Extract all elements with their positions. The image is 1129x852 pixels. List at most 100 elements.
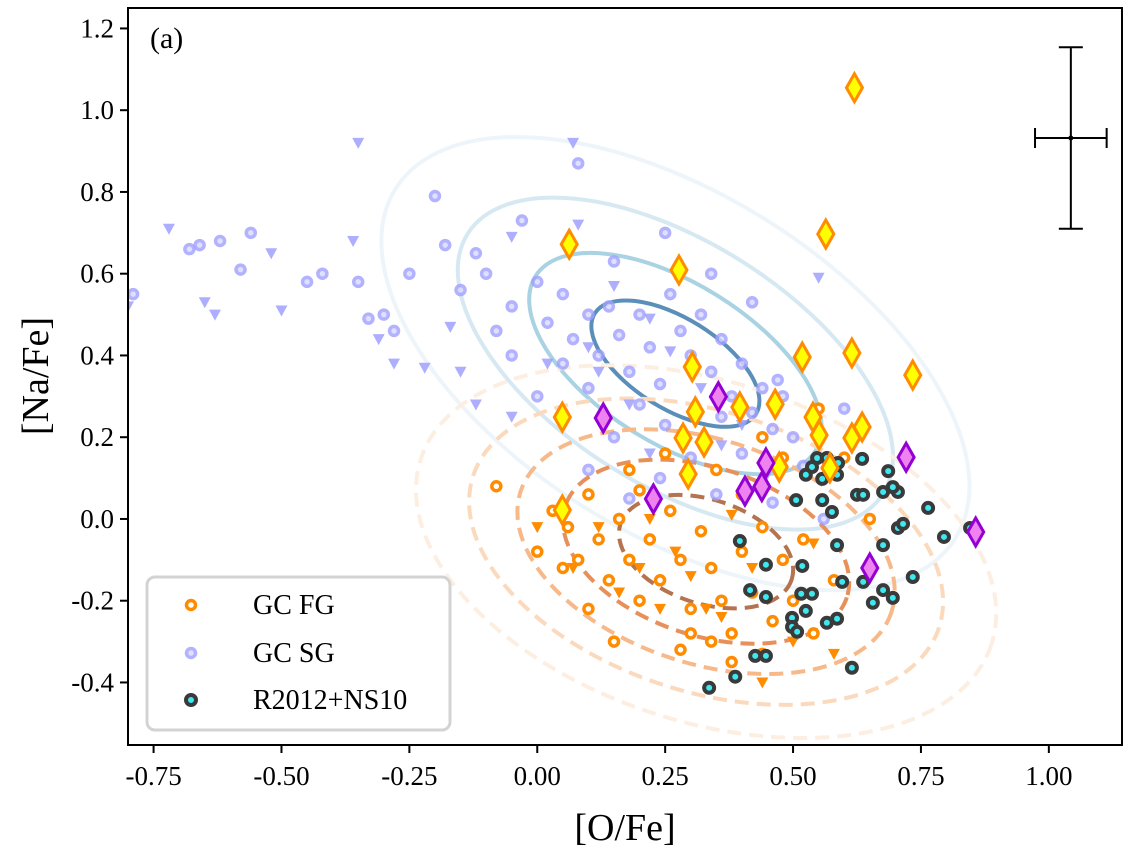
sg-point [658, 418, 672, 432]
fg-point [807, 627, 820, 640]
sg-point [674, 324, 687, 338]
sg-point [469, 247, 483, 260]
fg-point [556, 561, 570, 575]
y-tick-label: -0.2 [71, 586, 114, 616]
fg-point [704, 561, 718, 575]
fg-point [490, 480, 503, 493]
yellow-diamond-point [552, 492, 573, 527]
sg-triangle-point [469, 399, 482, 411]
sg-triangle-point [715, 440, 728, 452]
r2012-point [790, 624, 805, 639]
r2012-point [885, 590, 900, 605]
r2012-point [798, 467, 813, 482]
sg-point [837, 402, 851, 415]
fg-point [664, 504, 677, 518]
sg-triangle-point [352, 137, 365, 149]
fg-triangle-point [613, 587, 626, 599]
sg-triangle-point [582, 342, 595, 354]
sg-point [479, 267, 493, 280]
sg-point [490, 324, 503, 338]
r2012-point [815, 493, 830, 508]
yellow-diamond-point [669, 252, 689, 288]
yellow-diamond-point [842, 420, 862, 456]
sg-point [505, 300, 518, 313]
r2012-point [921, 500, 936, 515]
r2012-point [824, 505, 839, 520]
sg-triangle-point [208, 309, 221, 321]
fg-contour [467, 396, 946, 707]
legend-label-r2012: R2012+NS10 [253, 685, 407, 716]
sg-point [582, 381, 595, 395]
fg-point [776, 553, 790, 567]
sg-triangle-point [592, 366, 605, 378]
yellow-diamond-point [852, 409, 872, 445]
purple-diamond-point [593, 400, 613, 436]
sg-point [183, 242, 196, 256]
sg-triangle-point [694, 383, 707, 395]
plot-frame [127, 7, 1123, 746]
yellow-diamond-point [552, 400, 573, 435]
x-tick-label: 0.00 [514, 761, 561, 791]
yellow-diamond-point [816, 217, 836, 252]
fg-point [612, 512, 626, 526]
purple-diamond-point [756, 445, 776, 480]
fg-triangle-point [633, 563, 646, 575]
yellow-diamond-point [844, 70, 865, 105]
sg-point [664, 287, 677, 301]
fg-point [653, 574, 667, 587]
y-tick-label: 0.6 [80, 259, 114, 289]
sg-point [633, 308, 646, 321]
legend-label-fg: GC FG [253, 590, 335, 621]
sg-point [715, 410, 728, 424]
yellow-diamond-point [559, 227, 579, 262]
legend-marker-r2012 [184, 693, 198, 707]
fg-point [643, 533, 657, 546]
sg-point [387, 324, 401, 338]
r2012-point [798, 603, 813, 618]
sg-point [612, 328, 626, 342]
sg-point [766, 496, 779, 509]
sg-triangle-point [812, 272, 825, 284]
fg-point [633, 484, 646, 497]
r2012-point [885, 480, 900, 495]
fg-triangle-point [643, 513, 656, 525]
r2012-point [758, 557, 773, 572]
legend-marker-fg [184, 598, 198, 612]
r2012-point [732, 534, 747, 549]
sg-point [607, 255, 621, 268]
sg-triangle-point [572, 219, 585, 231]
sg-point [607, 430, 621, 444]
purple-diamond-point [965, 515, 986, 550]
y-tick-label: 1.2 [80, 13, 114, 43]
fg-point [756, 520, 769, 534]
sg-point [735, 357, 749, 370]
sg-point [771, 373, 784, 387]
fg-point [602, 574, 616, 587]
r2012-point [789, 493, 804, 508]
sg-point [403, 267, 416, 280]
fg-point [704, 635, 718, 648]
sg-point [438, 238, 452, 252]
sg-point [704, 267, 718, 280]
fg-triangle-point [567, 563, 580, 575]
sg-point [756, 381, 769, 395]
yellow-diamond-point [809, 418, 829, 453]
fg-point [863, 512, 877, 526]
sg-point [653, 471, 667, 485]
sg-triangle-point [643, 313, 656, 325]
fg-triangle-point [725, 509, 738, 521]
sg-point [602, 300, 616, 313]
r2012-point [743, 583, 758, 598]
r2012-point [795, 558, 810, 573]
r2012-point [748, 648, 763, 663]
purple-diamond-point [643, 481, 664, 516]
x-tick-label: -0.75 [125, 761, 181, 791]
sg-point [817, 512, 830, 526]
sg-point [582, 463, 595, 477]
r2012-point [835, 574, 850, 589]
sg-point [300, 275, 314, 289]
sg-triangle-point [541, 358, 554, 370]
y-tick-label: 0.4 [80, 340, 114, 370]
purple-diamond-point [708, 379, 729, 414]
